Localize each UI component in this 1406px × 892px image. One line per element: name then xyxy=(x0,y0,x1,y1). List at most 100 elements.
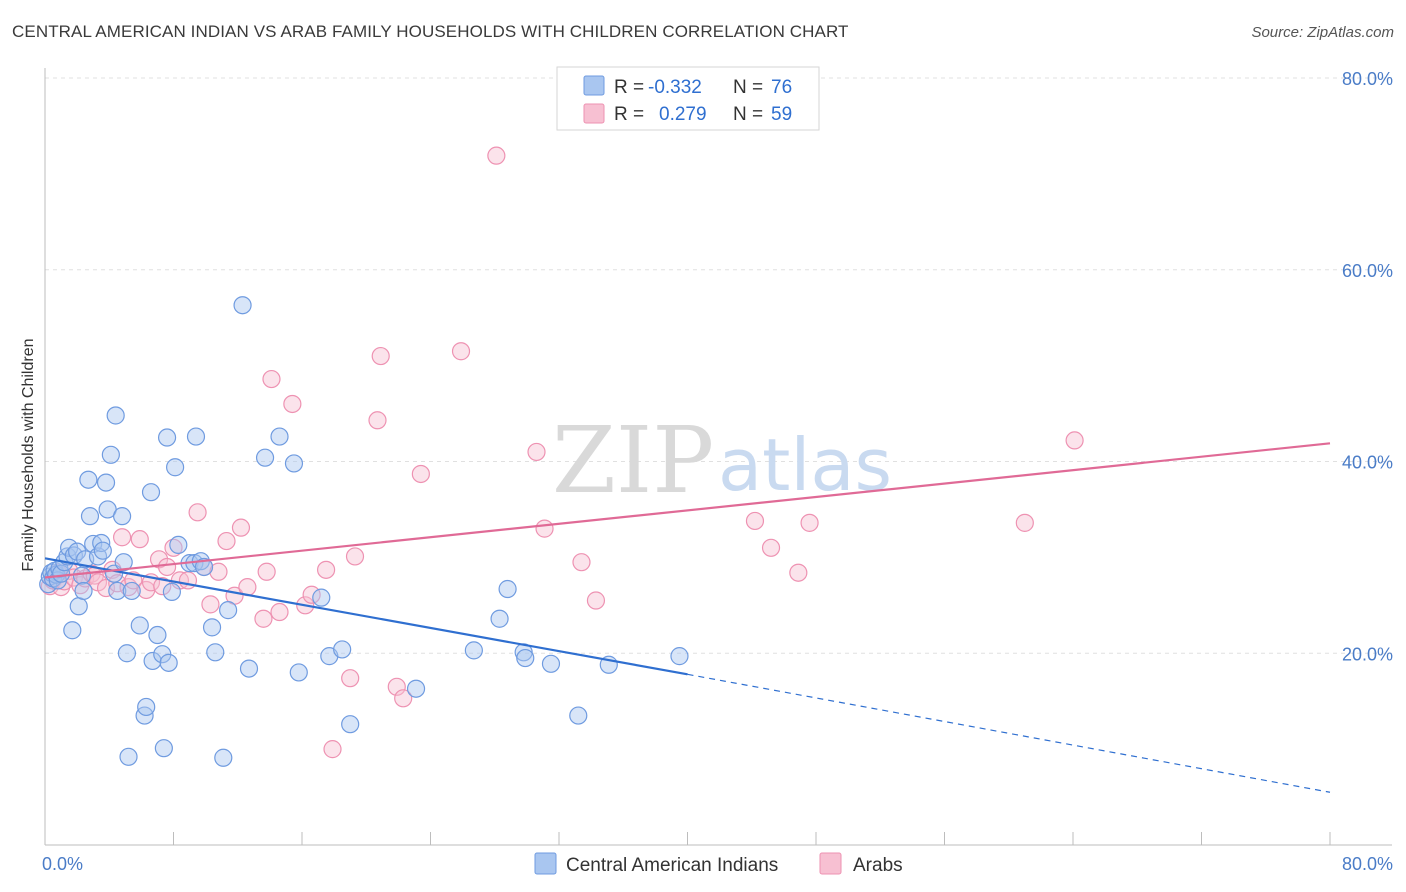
data-point xyxy=(169,535,188,555)
data-point xyxy=(451,342,471,361)
grid-lines xyxy=(45,77,1392,654)
data-point xyxy=(164,538,183,557)
data-point xyxy=(231,518,251,537)
data-point xyxy=(148,625,167,645)
legend-n-value-pink: 59 xyxy=(771,104,792,125)
data-point xyxy=(63,621,82,640)
data-point xyxy=(289,663,308,682)
data-point xyxy=(96,578,116,598)
data-point xyxy=(333,640,352,659)
data-point xyxy=(394,689,413,708)
legend-r-label-blue: R = xyxy=(614,77,644,98)
data-point xyxy=(541,654,561,673)
trend-line-pink xyxy=(44,442,1331,579)
data-point xyxy=(137,697,156,717)
data-point xyxy=(498,579,517,599)
y-tick-labels: 20.0% 40.0% 60.0% 80.0% xyxy=(1342,69,1393,664)
data-point xyxy=(74,581,93,601)
watermark-zip: ZIP xyxy=(552,407,714,514)
data-point xyxy=(153,577,172,596)
legend-r-label-pink: R = xyxy=(614,104,644,125)
data-point xyxy=(157,428,177,447)
legend-swatch-blue xyxy=(583,75,605,96)
data-point xyxy=(201,595,220,614)
data-point xyxy=(345,547,365,566)
trend-line-extension-blue xyxy=(687,673,1331,793)
data-point xyxy=(586,591,606,610)
data-point xyxy=(341,715,360,734)
source-label: Source: ZipAtlas.com xyxy=(1251,24,1394,41)
data-point xyxy=(789,563,808,582)
trend-lines xyxy=(44,442,1331,793)
chart-title: CENTRAL AMERICAN INDIAN VS ARAB FAMILY H… xyxy=(12,22,849,41)
trend-line-blue xyxy=(44,557,688,676)
data-point xyxy=(206,643,225,662)
data-point xyxy=(96,473,116,492)
data-point xyxy=(217,531,236,551)
data-point xyxy=(106,406,125,425)
data-point xyxy=(112,507,132,526)
data-point xyxy=(69,597,88,616)
series-legend-swatch-blue xyxy=(534,852,557,875)
data-point xyxy=(569,706,588,725)
data-point xyxy=(800,513,819,532)
data-point xyxy=(154,739,173,758)
data-point xyxy=(117,644,137,663)
data-point xyxy=(209,562,228,581)
data-point xyxy=(114,553,133,572)
data-point xyxy=(188,503,207,522)
data-point xyxy=(255,448,275,467)
data-point xyxy=(239,659,259,678)
data-point xyxy=(670,647,689,666)
axes xyxy=(44,68,1392,846)
x-tick-label-end: 80.0% xyxy=(1342,854,1393,874)
data-point xyxy=(516,648,535,668)
series-legend-label-blue: Central American Indians xyxy=(566,855,778,876)
data-point xyxy=(186,427,206,446)
data-point xyxy=(745,511,765,531)
data-point xyxy=(119,747,138,766)
legend-n-label-pink: N = xyxy=(733,104,763,125)
series-legend-label-pink: Arabs xyxy=(853,855,903,876)
data-point xyxy=(464,641,483,660)
legend-swatch-pink xyxy=(583,103,605,124)
data-point xyxy=(1065,431,1084,450)
data-point xyxy=(51,564,71,583)
correlation-legend: R = -0.332 N = 76 R = 0.279 N = 59 xyxy=(556,66,820,131)
data-point xyxy=(112,528,132,547)
data-point xyxy=(130,530,149,549)
data-point xyxy=(72,566,92,585)
data-point xyxy=(761,538,781,557)
data-point xyxy=(312,588,331,607)
series-legend-swatch-pink xyxy=(819,852,842,875)
data-point xyxy=(157,557,177,577)
y-tick-label: 20.0% xyxy=(1342,644,1393,664)
data-point xyxy=(166,458,185,477)
data-point xyxy=(371,346,390,366)
y-tick-label: 40.0% xyxy=(1342,453,1393,473)
data-point xyxy=(270,427,289,446)
data-point xyxy=(194,557,214,577)
data-point xyxy=(487,146,506,165)
data-point xyxy=(92,533,111,553)
data-point xyxy=(214,748,233,767)
data-point xyxy=(219,601,238,620)
data-point xyxy=(527,442,546,462)
data-point xyxy=(130,616,149,635)
legend-r-value-blue: -0.332 xyxy=(648,77,702,98)
series-legend: Central American Indians Arabs xyxy=(534,852,903,876)
data-point xyxy=(79,470,98,489)
data-point xyxy=(283,394,302,414)
data-point xyxy=(270,602,289,622)
data-point xyxy=(341,669,360,688)
data-point xyxy=(80,507,100,526)
data-point xyxy=(262,369,281,389)
data-point xyxy=(122,581,141,601)
data-point xyxy=(411,464,430,484)
data-point xyxy=(143,651,162,671)
data-point xyxy=(572,553,591,572)
data-point xyxy=(159,653,178,672)
data-point xyxy=(254,609,273,628)
data-point xyxy=(88,547,108,566)
